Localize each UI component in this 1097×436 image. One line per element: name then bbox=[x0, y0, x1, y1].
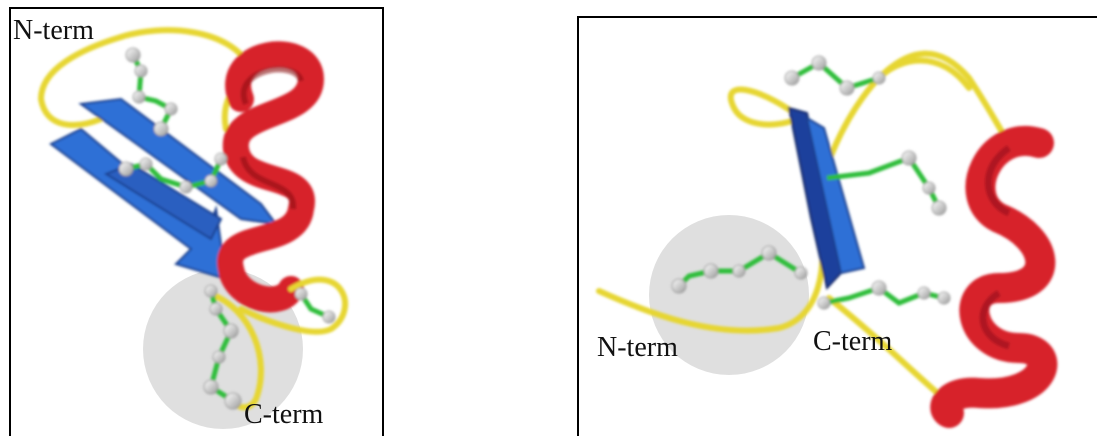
protein-ribbon-right bbox=[596, 50, 1058, 428]
coil-c-terminal-tail bbox=[208, 291, 264, 411]
atoms-left bbox=[118, 47, 336, 410]
protein-ribbon-left bbox=[37, 27, 349, 429]
structure-panel-right: N-term C-term bbox=[577, 16, 1097, 436]
beta-strand-2 bbox=[49, 127, 228, 281]
alpha-helix bbox=[217, 41, 325, 313]
coil-loop-top bbox=[727, 86, 802, 128]
coil-top-right bbox=[876, 50, 1012, 146]
structure-panel-left: N-term C-term bbox=[9, 7, 384, 436]
bond-chain-1 bbox=[790, 59, 880, 91]
coil-loop-left bbox=[37, 34, 124, 128]
alpha-helix bbox=[930, 126, 1058, 428]
beta-strand-2 bbox=[805, 115, 866, 275]
c-term-label: C-term bbox=[244, 399, 324, 430]
beta-strand-1 bbox=[787, 106, 843, 291]
c-term-label: C-term bbox=[813, 326, 893, 357]
atoms-right bbox=[671, 55, 951, 310]
n-term-label: N-term bbox=[13, 15, 94, 46]
coil-c-term bbox=[238, 276, 349, 335]
beta-strand-1 bbox=[78, 97, 279, 226]
n-term-label: N-term bbox=[597, 332, 678, 363]
